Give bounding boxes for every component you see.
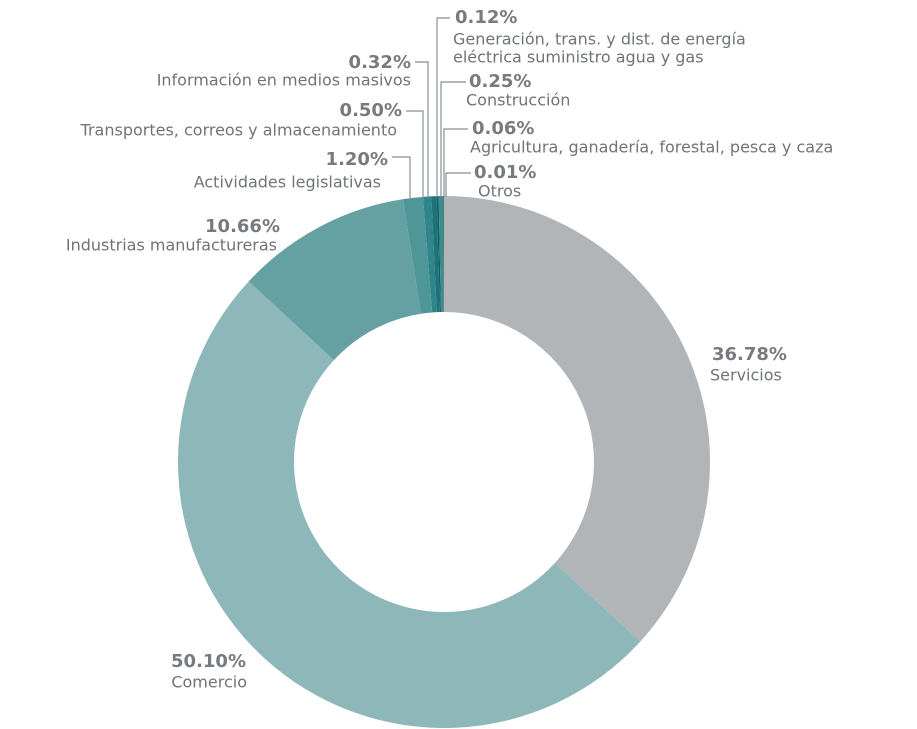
donut-slice [444,196,710,642]
category-label: Otros [478,182,521,201]
category-label: Servicios [710,366,782,385]
donut-slice [436,196,441,313]
value-label: 0.01% [474,162,536,183]
value-label: 0.06% [472,118,534,139]
leader-line [415,61,429,198]
value-label: 50.10% [171,651,246,672]
leader-line [406,110,424,199]
value-label: 0.12% [455,7,517,28]
category-label: Actividades legislativas [194,173,381,192]
value-label: 0.25% [469,71,531,92]
donut-slice [422,196,437,313]
donut-slice [248,199,421,361]
category-label: Agricultura, ganadería, forestal, pesca … [470,138,833,157]
category-label: Generación, trans. y dist. de energía [453,30,746,49]
leader-line [443,128,468,197]
donut-slice [403,196,433,314]
donut-slice [177,281,641,729]
category-label: eléctrica suministro agua y gas [453,48,704,67]
leader-line [440,81,466,197]
value-label: 10.66% [205,216,280,237]
donut-slice [438,196,444,313]
donut-slice [442,196,444,313]
donut-slice [431,196,440,313]
category-label: Construcción [466,91,570,110]
leader-line [436,17,450,197]
category-label: Industrias manufactureras [66,236,277,255]
value-label: 0.32% [349,52,411,73]
leader-line [445,172,471,197]
category-label: Información en medios masivos [157,71,411,90]
leader-line [392,156,411,200]
category-label: Comercio [171,673,247,692]
value-label: 1.20% [326,149,388,170]
value-label: 36.78% [712,344,787,365]
category-label: Transportes, correos y almacenamiento [80,121,397,140]
value-label: 0.50% [340,100,402,121]
